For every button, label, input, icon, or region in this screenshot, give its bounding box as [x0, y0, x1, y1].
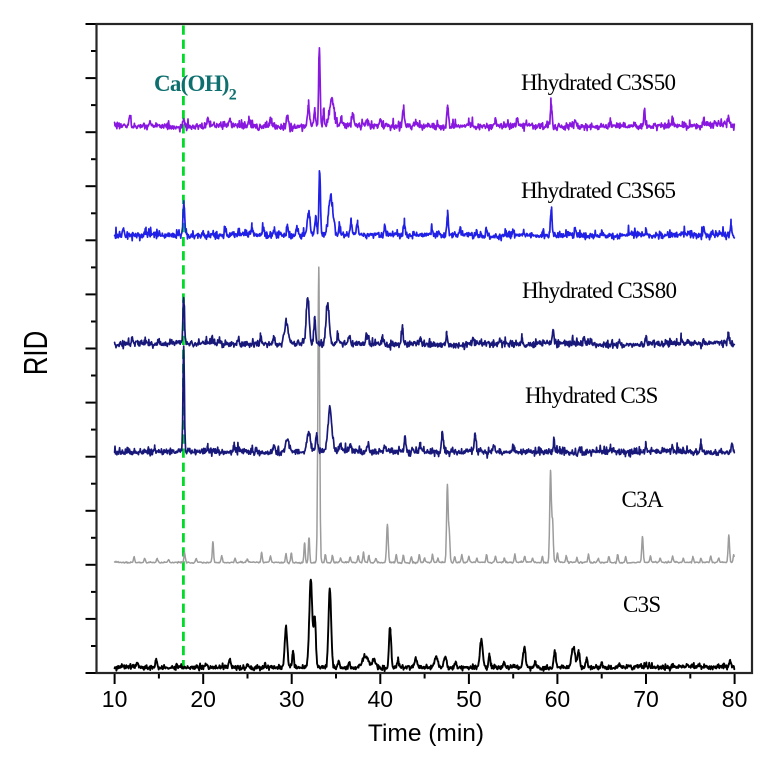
svg-text:C3S: C3S: [623, 592, 660, 617]
svg-text:RID: RID: [18, 331, 55, 375]
svg-text:Hhydrated C3S80: Hhydrated C3S80: [522, 278, 676, 303]
svg-text:70: 70: [633, 686, 659, 712]
svg-text:Hhydrated C3S65: Hhydrated C3S65: [521, 178, 675, 203]
svg-text:80: 80: [722, 686, 748, 712]
svg-text:Hhydrated C3S: Hhydrated C3S: [525, 383, 658, 408]
svg-text:20: 20: [190, 686, 216, 712]
svg-text:10: 10: [102, 686, 128, 712]
svg-text:Time (min): Time (min): [368, 720, 484, 747]
svg-text:Hhydrated C3S50: Hhydrated C3S50: [521, 70, 675, 95]
svg-text:30: 30: [279, 686, 305, 712]
svg-text:60: 60: [545, 686, 571, 712]
svg-text:40: 40: [368, 686, 394, 712]
svg-text:C3A: C3A: [622, 487, 664, 512]
svg-text:50: 50: [456, 686, 482, 712]
